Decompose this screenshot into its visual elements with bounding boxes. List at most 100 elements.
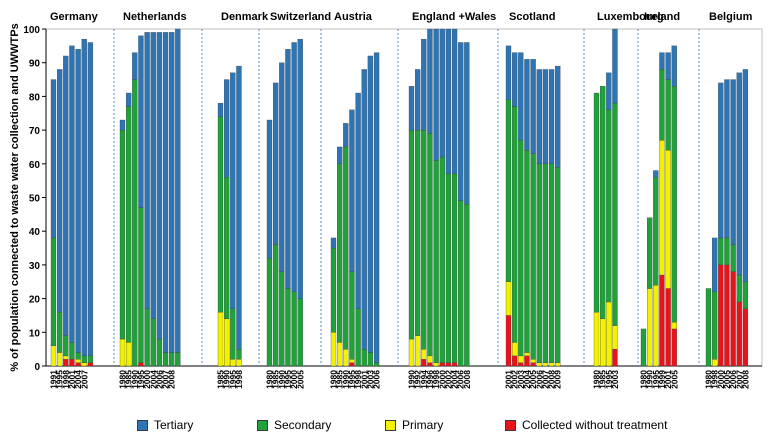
- bar-segment-pri: [555, 362, 561, 367]
- bar-segment-sec: [217, 116, 224, 313]
- bar-segment-cwt: [718, 264, 724, 367]
- bar-segment-ter: [349, 109, 355, 272]
- x-tick-label: 1980: [704, 370, 714, 389]
- country-label: Luxembourg: [597, 11, 664, 23]
- x-tick-label: 1990: [222, 370, 232, 389]
- bar-segment-sec: [458, 200, 464, 367]
- bar-segment-cwt: [439, 362, 445, 367]
- bar-segment-sec: [408, 129, 415, 340]
- bar-segment-sec: [361, 348, 367, 367]
- bar-segment-ter: [57, 69, 63, 313]
- bar-segment-ter: [230, 72, 236, 309]
- country-label: Belgium: [709, 11, 753, 23]
- bar-segment-ter: [665, 52, 671, 80]
- bar-segment-sec: [451, 173, 458, 363]
- bar-segment-sec: [718, 237, 724, 266]
- bar-segment-sec: [555, 167, 561, 363]
- x-tick-label: 2004: [450, 370, 460, 389]
- bar-segment-ter: [87, 42, 94, 357]
- bar-segment-sec: [57, 311, 63, 353]
- bar-segment-ter: [81, 38, 87, 357]
- bar-segment-ter: [712, 237, 718, 293]
- bar-segment-cwt: [427, 362, 433, 367]
- legend-swatch-tertiary: [137, 419, 148, 431]
- x-tick-label: 2007: [161, 370, 171, 389]
- bar-segment-ter: [169, 32, 175, 353]
- x-tick-label: 2005: [295, 370, 305, 389]
- legend-label: Primary: [402, 418, 444, 432]
- x-tick-label: 1996: [425, 370, 435, 389]
- x-tick-label: 2004: [522, 370, 532, 389]
- bar-segment-ter: [138, 35, 144, 208]
- bar-segment-pri: [75, 359, 81, 363]
- bar-segment-pri: [518, 355, 524, 363]
- bar-segment-sec: [742, 281, 749, 309]
- x-tick-label: 1992: [413, 370, 423, 389]
- country-label: Denmark: [221, 11, 269, 23]
- bar-segment-pri: [536, 362, 542, 367]
- bar-segment-cwt: [138, 362, 144, 367]
- bar-segment-sec: [536, 163, 542, 363]
- bar-segment-cwt: [87, 362, 94, 367]
- bar-segment-pri: [548, 362, 555, 367]
- bar-segment-pri: [512, 342, 518, 357]
- x-tick-label: 2000: [437, 370, 447, 389]
- bar-segment-sec: [600, 86, 606, 319]
- bar-segment-pri: [236, 359, 242, 367]
- y-tick-label: 40: [29, 227, 41, 238]
- bar-segment-pri: [712, 359, 718, 367]
- y-tick-label: 20: [29, 295, 41, 306]
- bar-segment-sec: [705, 288, 712, 367]
- bar-segment-ter: [367, 55, 374, 353]
- x-tick-label: 2005: [669, 370, 679, 389]
- bar-segment-sec: [285, 288, 291, 367]
- x-tick-label: 2004: [73, 370, 83, 389]
- x-tick-label: 2007: [540, 370, 550, 389]
- bar-segment-sec: [50, 237, 57, 346]
- bar-segment-ter: [464, 42, 470, 205]
- bar-segment-pri: [593, 311, 600, 367]
- bar-segment-sec: [433, 160, 439, 363]
- x-tick-label: 1995: [55, 370, 65, 389]
- bar-segment-sec: [132, 79, 138, 367]
- bar-segment-sec: [612, 102, 618, 326]
- bar-segment-sec: [640, 328, 647, 367]
- bar-segment-sec: [291, 291, 297, 367]
- country-label: Scotland: [509, 11, 555, 23]
- bar-segment-pri: [57, 352, 63, 367]
- x-tick-label: 2005: [722, 370, 732, 389]
- x-tick-label: 2008: [167, 370, 177, 389]
- bar-segment-pri: [665, 150, 671, 289]
- bar-segment-sec: [414, 129, 421, 336]
- country-label: Netherlands: [123, 11, 187, 23]
- bar-segment-pri: [63, 355, 69, 360]
- x-tick-label: 1985: [271, 370, 281, 389]
- bar-segment-pri: [433, 362, 439, 367]
- bar-segment-sec: [236, 348, 242, 360]
- x-tick-label: 1995: [651, 370, 661, 389]
- bar-segment-ter: [336, 146, 343, 164]
- bar-segment-ter: [63, 55, 69, 336]
- y-tick-label: 80: [29, 92, 41, 103]
- bar-segment-ter: [217, 102, 224, 117]
- x-tick-label: 2001: [67, 370, 77, 389]
- bar-segment-pri: [217, 311, 224, 367]
- bar-segment-cwt: [349, 362, 355, 367]
- bar-segment-ter: [408, 86, 415, 131]
- bar-segment-cwt: [671, 328, 677, 367]
- x-tick-label: 2000: [716, 370, 726, 389]
- bar-segment-pri: [330, 332, 337, 367]
- x-tick-label: 1990: [645, 370, 655, 389]
- bar-segment-pri: [606, 301, 612, 367]
- x-tick-label: 2006: [456, 370, 466, 389]
- bar-segment-ter: [279, 62, 285, 272]
- bar-segment-sec: [230, 308, 236, 360]
- x-tick-label: 2006: [534, 370, 544, 389]
- x-tick-label: 1990: [130, 370, 140, 389]
- x-tick-label: 2008: [740, 370, 750, 389]
- x-tick-label: 1990: [341, 370, 351, 389]
- bar-segment-ter: [144, 32, 150, 309]
- bar-segment-ter: [555, 65, 561, 168]
- legend-item-primary: Primary: [385, 418, 443, 432]
